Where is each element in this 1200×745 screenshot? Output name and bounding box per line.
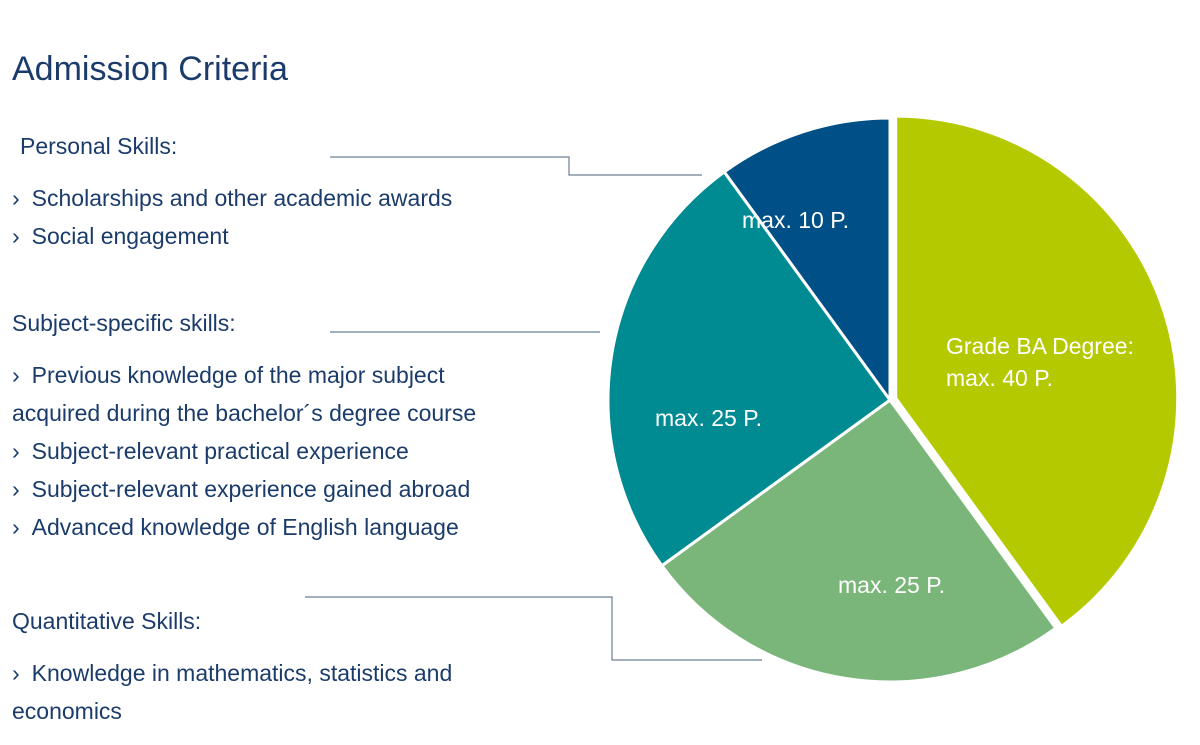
list-item: Social engagement <box>12 217 612 255</box>
slice-label: max. 10 P. <box>742 207 849 233</box>
subject-skills-section: Subject-specific skills: Previous knowle… <box>12 310 476 540</box>
page-title: Admission Criteria <box>12 50 288 88</box>
quantitative-skills-section: Quantitative Skills: Knowledge in mathem… <box>12 608 452 724</box>
list-item: Knowledge in mathematics, statistics and <box>12 654 612 692</box>
slice-grade-ba <box>894 114 1180 629</box>
connector-personal <box>330 156 702 176</box>
connector-quant <box>305 596 762 661</box>
slice-label: max. 25 P. <box>655 405 762 431</box>
slice-label: max. 25 P. <box>838 572 945 598</box>
list-item-continuation: acquired during the bachelor´s degree co… <box>12 400 477 426</box>
quantitative-skills-heading: Quantitative Skills: <box>12 608 202 634</box>
slice-bottom <box>659 397 1058 684</box>
slice-left <box>606 169 893 568</box>
list-item: Subject-relevant experience gained abroa… <box>12 470 612 508</box>
personal-skills-heading: Personal Skills: <box>20 133 178 159</box>
subject-skills-heading: Subject-specific skills: <box>12 310 236 336</box>
slice-top <box>722 116 892 405</box>
slice-label: Grade BA Degree: <box>946 333 1134 359</box>
slice-label: max. 40 P. <box>946 365 1053 391</box>
list-item: Previous knowledge of the major subject <box>12 356 612 394</box>
list-item: Scholarships and other academic awards <box>12 179 612 217</box>
connector-lines <box>305 156 762 661</box>
list-item: Subject-relevant practical experience <box>12 432 612 470</box>
list-item: Advanced knowledge of English language <box>12 508 612 546</box>
personal-skills-section: Personal Skills: Scholarships and other … <box>20 133 452 249</box>
list-item-continuation: economics <box>12 698 122 724</box>
